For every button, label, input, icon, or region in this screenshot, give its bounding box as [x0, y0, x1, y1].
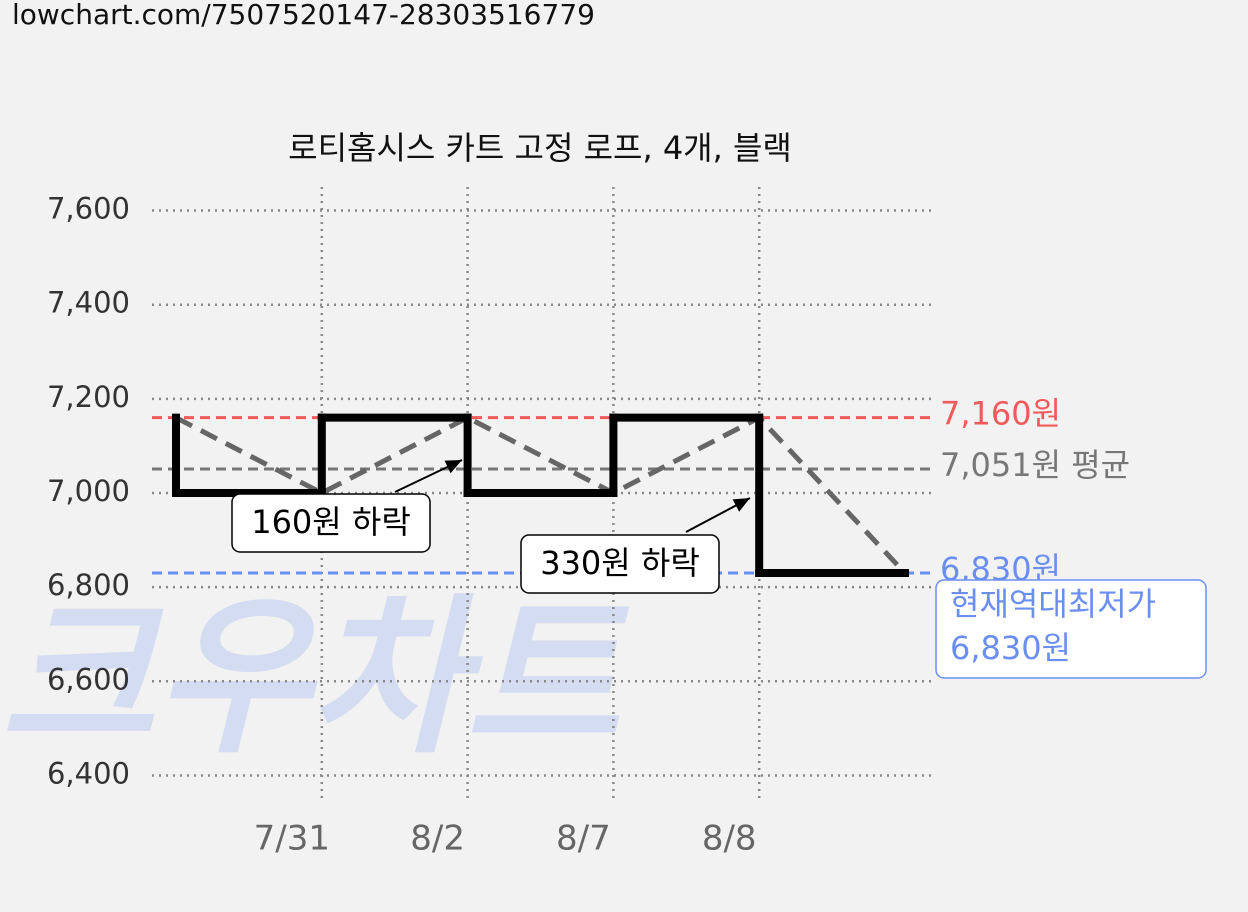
y-tick-label: 6,600 — [47, 662, 130, 696]
x-tick-label: 8/8 — [702, 819, 757, 859]
annotation-text: 현재역대최저가 — [950, 585, 1156, 623]
annotation-text: 6,830원 — [950, 629, 1071, 667]
reference-label: 7,160원 — [940, 395, 1061, 433]
x-tick-label: 8/2 — [410, 819, 465, 859]
annotation-box — [231, 493, 431, 553]
chart-title: 로티홈시스 카트 고정 로프, 4개, 블랙 — [288, 129, 792, 167]
y-tick-label: 7,200 — [47, 380, 130, 414]
y-tick-label: 6,400 — [47, 756, 130, 790]
annotation-box — [935, 579, 1207, 679]
y-tick-label: 6,800 — [47, 568, 130, 602]
annotation-text: 160원 하락 — [251, 503, 411, 541]
url: lowchart.com/7507520147-28303516779 — [12, 0, 595, 31]
annotation-text: 330원 하락 — [540, 544, 700, 582]
y-tick-label: 7,400 — [47, 286, 130, 320]
y-tick-label: 7,600 — [47, 192, 130, 226]
x-tick-label: 8/7 — [556, 819, 611, 859]
watermark: 크우차트 — [0, 579, 630, 777]
arrow-head — [444, 460, 462, 474]
x-tick-label: 7/31 — [254, 819, 330, 859]
annotation-box — [520, 534, 720, 594]
y-tick-label: 7,000 — [47, 474, 130, 508]
reference-label: 7,051원 평균 — [940, 446, 1130, 484]
arrow-head — [732, 498, 750, 512]
